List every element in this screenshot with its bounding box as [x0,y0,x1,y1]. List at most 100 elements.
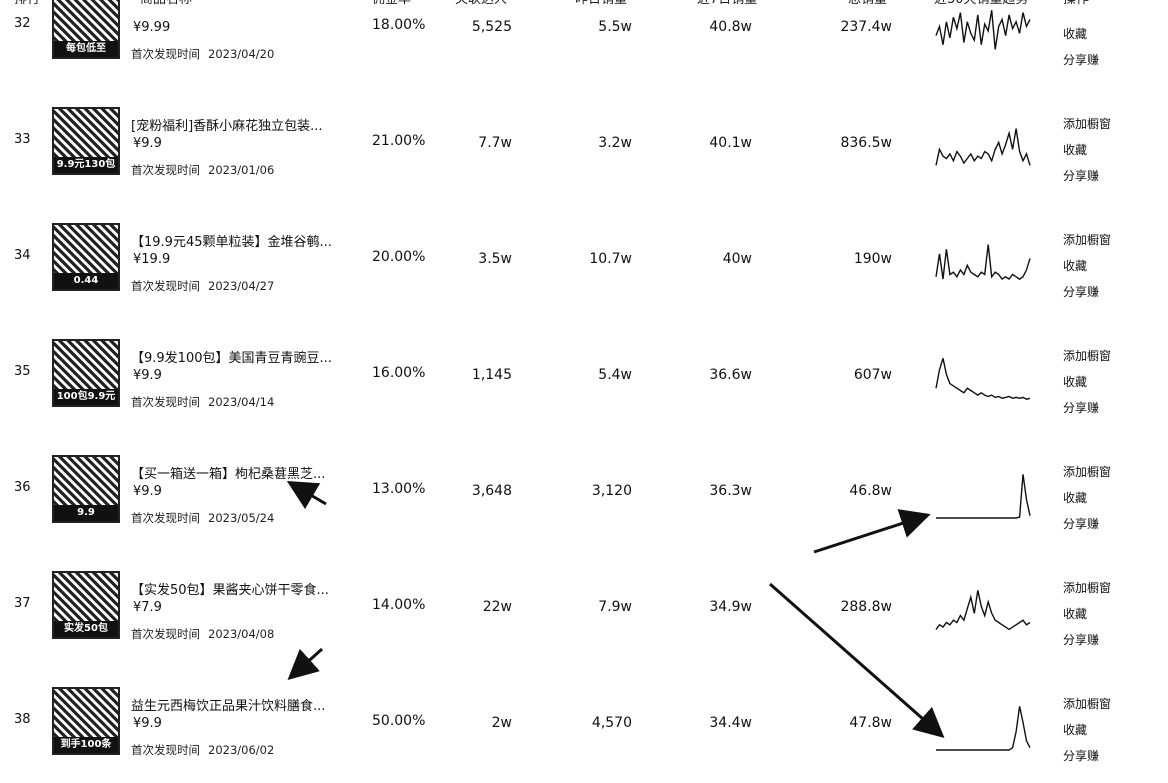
share-earn-link[interactable]: 分享赚 [1063,53,1100,67]
product-price: ¥9.9 [133,368,162,383]
header-ops: 操作 [1063,0,1089,7]
share-earn-link[interactable]: 分享赚 [1063,401,1100,415]
row-actions: 收藏 分享赚 [1063,0,1099,73]
first-found-date: 2023/01/06 [208,163,275,177]
product-title-link[interactable]: 【实发50包】果酱夹心饼干零食... [131,583,329,598]
product-thumbnail[interactable]: 100包9.9元 [52,339,120,407]
recent-7day-sales: 40.1w [709,135,752,151]
thumbnail-badge: 实发50包 [54,621,118,637]
header-recent[interactable]: 近7日销量 [697,0,757,7]
commission-rate: 18.00% [372,17,426,33]
first-found-label: 首次发现时间 [131,627,200,641]
product-thumbnail[interactable]: 每包低至0.19元 [52,0,120,59]
add-to-showcase-link[interactable]: 添加橱窗 [1063,117,1112,131]
add-to-showcase-link[interactable]: 添加橱窗 [1063,233,1112,247]
related-influencers: 3,648 [471,483,512,499]
first-found-date: 2023/04/27 [208,279,275,293]
add-to-showcase-link[interactable]: 添加橱窗 [1063,581,1112,595]
rank-number: 37 [14,596,31,611]
rank-number: 33 [14,132,31,147]
row-actions: 添加橱窗 收藏 分享赚 [1063,343,1111,421]
sales-trend-sparkline[interactable] [934,584,1032,636]
favorite-link[interactable]: 收藏 [1063,27,1088,41]
total-sales: 46.8w [849,483,892,499]
thumbnail-badge: 到手100条 [54,737,118,753]
sales-trend-sparkline[interactable] [934,120,1032,172]
total-sales: 47.8w [849,715,892,731]
first-found: 首次发现时间 2023/06/02 [131,742,274,758]
share-earn-link[interactable]: 分享赚 [1063,749,1100,763]
add-to-showcase-link[interactable]: 添加橱窗 [1063,465,1112,479]
product-price: ¥9.99 [133,20,171,35]
related-influencers: 1,145 [471,367,512,383]
product-title-link[interactable]: 益生元西梅饮正品果汁饮料膳食... [131,699,326,714]
product-price: ¥9.9 [133,136,162,151]
commission-rate: 13.00% [372,481,426,497]
product-title-link[interactable]: 【9.9发100包】美国青豆青豌豆... [131,351,332,366]
sales-trend-sparkline[interactable] [934,468,1032,520]
favorite-link[interactable]: 收藏 [1063,491,1088,505]
header-people[interactable]: 关联达人 [455,0,507,7]
product-thumbnail[interactable]: 9.9元130包 [52,107,120,175]
favorite-link[interactable]: 收藏 [1063,375,1088,389]
add-to-showcase-link[interactable]: 添加橱窗 [1063,697,1112,711]
favorite-link[interactable]: 收藏 [1063,607,1088,621]
favorite-link[interactable]: 收藏 [1063,259,1088,273]
commission-rate: 50.00% [372,713,426,729]
yesterday-sales: 3.2w [598,135,632,151]
product-thumbnail[interactable]: 实发50包 [52,571,120,639]
trend-line [936,706,1031,751]
first-found: 首次发现时间 2023/05/24 [131,510,274,526]
first-found-label: 首次发现时间 [131,47,200,61]
first-found: 首次发现时间 2023/04/27 [131,278,274,294]
sales-trend-sparkline[interactable] [934,4,1032,56]
trend-line [935,590,1031,631]
table-row: 34 0.44 【19.9元45颗单粒装】金堆谷鹌... ¥19.9 首次发现时… [0,202,1168,318]
first-found-date: 2023/04/14 [208,395,275,409]
header-yesterday[interactable]: 昨日销量 [575,0,627,7]
product-thumbnail[interactable]: 0.44 [52,223,120,291]
table-row: 38 到手100条 益生元西梅饮正品果汁饮料膳食... ¥9.9 首次发现时间 2… [0,666,1168,782]
thumbnail-badge: 100包9.9元 [54,389,118,405]
first-found-label: 首次发现时间 [131,163,200,177]
total-sales: 836.5w [840,135,892,151]
sales-trend-sparkline[interactable] [934,700,1032,752]
table-row: 32 每包低至0.19元 ¥9.99 首次发现时间 2023/04/20 18.0… [0,0,1168,86]
product-thumbnail[interactable]: 9.9 [52,455,120,523]
first-found-date: 2023/04/08 [208,627,275,641]
rank-number: 34 [14,248,31,263]
product-title-link[interactable]: 【19.9元45颗单粒装】金堆谷鹌... [131,235,332,250]
recent-7day-sales: 34.4w [709,715,752,731]
table-row: 35 100包9.9元 【9.9发100包】美国青豆青豌豆... ¥9.9 首次… [0,318,1168,434]
first-found: 首次发现时间 2023/04/14 [131,394,274,410]
share-earn-link[interactable]: 分享赚 [1063,633,1100,647]
product-price: ¥9.9 [133,716,162,731]
product-title-link[interactable]: [宠粉福利]香酥小麻花独立包装... [131,119,323,134]
product-price: ¥19.9 [133,252,171,267]
add-to-showcase-link[interactable]: 添加橱窗 [1063,349,1112,363]
row-actions: 添加橱窗 收藏 分享赚 [1063,111,1111,189]
related-influencers: 7.7w [478,135,512,151]
product-thumbnail[interactable]: 到手100条 [52,687,120,755]
sales-trend-sparkline[interactable] [934,352,1032,404]
related-influencers: 2w [491,715,512,731]
commission-rate: 14.00% [372,597,426,613]
table-row: 36 9.9 【买一箱送一箱】枸杞桑葚黑芝... ¥9.9 首次发现时间 2023… [0,434,1168,550]
related-influencers: 5,525 [471,19,512,35]
favorite-link[interactable]: 收藏 [1063,723,1088,737]
rank-number: 35 [14,364,31,379]
share-earn-link[interactable]: 分享赚 [1063,517,1100,531]
total-sales: 237.4w [840,19,892,35]
favorite-link[interactable]: 收藏 [1063,143,1088,157]
share-earn-link[interactable]: 分享赚 [1063,285,1100,299]
yesterday-sales: 5.5w [598,19,632,35]
product-title-link[interactable]: 【买一箱送一箱】枸杞桑葚黑芝... [131,467,326,482]
recent-7day-sales: 36.6w [709,367,752,383]
header-total[interactable]: 总销量 [848,0,887,7]
share-earn-link[interactable]: 分享赚 [1063,169,1100,183]
yesterday-sales: 10.7w [589,251,632,267]
product-price: ¥9.9 [133,484,162,499]
commission-rate: 16.00% [372,365,426,381]
header-commission[interactable]: 佣金率 [372,0,411,7]
sales-trend-sparkline[interactable] [934,236,1032,288]
